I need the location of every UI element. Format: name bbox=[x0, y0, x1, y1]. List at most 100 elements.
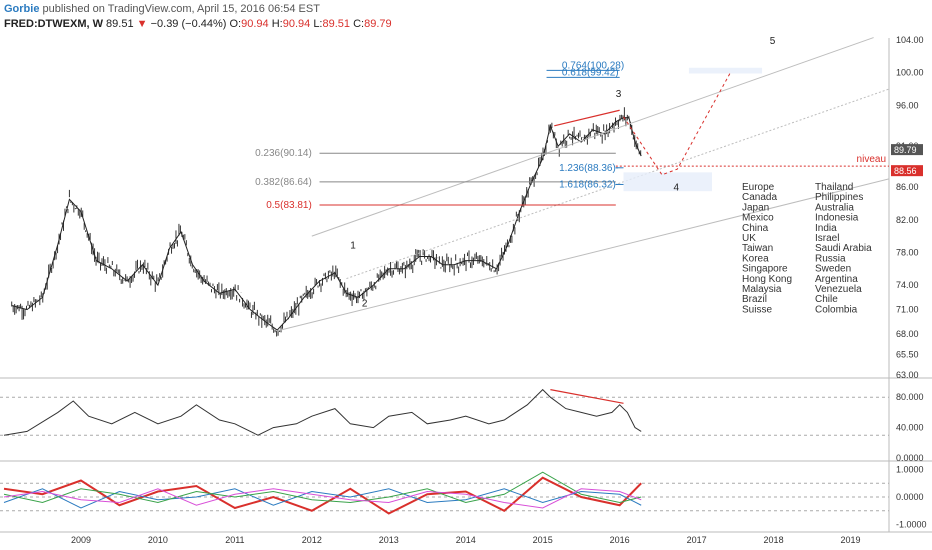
price-tick-label: 86.00 bbox=[896, 182, 919, 192]
symbol-line: FRED:DTWEXM, W 89.51 ▼ −0.39 (−0.44%) O:… bbox=[4, 18, 392, 30]
change: −0.39 (−0.44%) bbox=[150, 18, 227, 30]
wave-label: 1 bbox=[350, 240, 356, 251]
publish-line: Gorbie published on TradingView.com, Apr… bbox=[4, 3, 320, 15]
country-label: Philippines bbox=[815, 192, 863, 203]
country-label: China bbox=[742, 223, 769, 234]
price-tick-label: 63.00 bbox=[896, 370, 919, 380]
osc-tick-label: -1.0000 bbox=[896, 520, 927, 530]
country-label: Sweden bbox=[815, 264, 851, 275]
close-label: C: bbox=[353, 18, 365, 30]
price-tick-label: 74.00 bbox=[896, 280, 919, 290]
country-label: Korea bbox=[742, 253, 769, 264]
high-value: 90.94 bbox=[282, 18, 311, 30]
projection-path bbox=[623, 70, 732, 176]
rsi-tick-label: 80.000 bbox=[896, 392, 924, 402]
rsi-tick-label: 0.0000 bbox=[896, 453, 924, 463]
country-label: Thailand bbox=[815, 182, 853, 193]
wave-label: 3 bbox=[616, 89, 622, 100]
price-series-line bbox=[11, 117, 642, 331]
osc-tick-label: 0.0000 bbox=[896, 492, 924, 502]
divergence-line bbox=[554, 109, 620, 127]
price-tick-label: 104.00 bbox=[896, 35, 924, 45]
country-label: Mexico bbox=[742, 213, 774, 224]
osc-series-line bbox=[3, 488, 642, 509]
rsi-tick-label: 40.000 bbox=[896, 423, 924, 433]
country-label: Argentina bbox=[815, 274, 858, 285]
published-text: published on TradingView.com, April 15, … bbox=[42, 3, 320, 15]
wave-label: 4 bbox=[674, 182, 680, 193]
symbol: FRED:DTWEXM, W bbox=[4, 18, 103, 30]
fib-level-label: 0.764(100.28) bbox=[562, 60, 624, 71]
fib-level-label: 0.236(90.14) bbox=[255, 148, 312, 159]
country-label: UK bbox=[742, 233, 756, 244]
time-tick-label: 2017 bbox=[687, 535, 707, 545]
country-label: India bbox=[815, 223, 837, 234]
time-tick-label: 2014 bbox=[456, 535, 476, 545]
wave-label: 5 bbox=[770, 36, 776, 47]
open-label: O: bbox=[229, 18, 242, 30]
country-label: Saudi Arabia bbox=[815, 243, 872, 254]
author-link[interactable]: Gorbie bbox=[4, 3, 40, 15]
osc-series-line bbox=[3, 476, 642, 515]
niveau-label: niveau bbox=[857, 154, 886, 165]
low-value: 89.51 bbox=[322, 18, 351, 30]
country-label: Israel bbox=[815, 233, 839, 244]
low-label: L: bbox=[313, 18, 323, 30]
fib-level-label: 1.618(86.32) bbox=[559, 179, 616, 190]
country-label: Russia bbox=[815, 253, 846, 264]
close-value: 89.79 bbox=[364, 18, 392, 30]
channel-lower-line bbox=[277, 178, 890, 332]
osc-series-line bbox=[3, 471, 642, 504]
country-label: Suisse bbox=[742, 304, 772, 315]
country-label: Colombia bbox=[815, 304, 858, 315]
price-tick-label: 71.00 bbox=[896, 305, 919, 315]
time-tick-label: 2013 bbox=[379, 535, 399, 545]
time-tick-label: 2019 bbox=[841, 535, 861, 545]
price-tick-label: 82.00 bbox=[896, 215, 919, 225]
fib-level-label: 1.236(88.36) bbox=[559, 163, 616, 174]
country-label: Malaysia bbox=[742, 284, 782, 295]
open-value: 90.94 bbox=[241, 18, 269, 30]
wave-label: 2 bbox=[362, 298, 368, 309]
country-label: Australia bbox=[815, 202, 854, 213]
country-label: Venezuela bbox=[815, 284, 862, 295]
time-tick-label: 2015 bbox=[533, 535, 553, 545]
price-tick-label: 65.50 bbox=[896, 350, 919, 360]
target-zone-box bbox=[688, 67, 763, 74]
price-tick-label: 100.00 bbox=[896, 68, 924, 78]
price-tick-label: 68.00 bbox=[896, 329, 919, 339]
fib-level-label: 0.5(83.81) bbox=[266, 200, 312, 211]
channel-upper-line bbox=[311, 37, 874, 237]
country-label: Europe bbox=[742, 182, 775, 193]
fib-level-label: 0.382(86.64) bbox=[255, 177, 312, 188]
rsi-divergence-line bbox=[550, 389, 624, 404]
down-arrow-icon: ▼ bbox=[136, 18, 148, 30]
time-tick-label: 2012 bbox=[302, 535, 322, 545]
price-tick-label: 96.00 bbox=[896, 100, 919, 110]
last-price-badge bbox=[891, 144, 923, 156]
country-label: Singapore bbox=[742, 264, 788, 275]
country-label: Japan bbox=[742, 202, 769, 213]
country-label: Chile bbox=[815, 294, 838, 305]
target-zone-box bbox=[623, 172, 712, 192]
country-label: Brazil bbox=[742, 294, 767, 305]
time-tick-label: 2009 bbox=[71, 535, 91, 545]
niveau-price-badge bbox=[891, 165, 923, 177]
country-label: Taiwan bbox=[742, 243, 773, 254]
country-label: Hong Kong bbox=[742, 274, 792, 285]
osc-tick-label: 1.0000 bbox=[896, 465, 924, 475]
channel-mid-line bbox=[346, 88, 890, 280]
time-tick-label: 2011 bbox=[225, 535, 244, 545]
osc-series-line bbox=[3, 488, 642, 509]
country-label: Canada bbox=[742, 192, 777, 203]
time-tick-label: 2018 bbox=[764, 535, 784, 545]
niveau-price-text: 88.56 bbox=[894, 166, 917, 176]
high-label: H: bbox=[271, 18, 283, 30]
time-tick-label: 2010 bbox=[148, 535, 168, 545]
price-tick-label: 78.00 bbox=[896, 247, 919, 257]
rsi-series-line bbox=[3, 388, 642, 436]
country-label: Indonesia bbox=[815, 213, 859, 224]
time-tick-label: 2016 bbox=[610, 535, 630, 545]
